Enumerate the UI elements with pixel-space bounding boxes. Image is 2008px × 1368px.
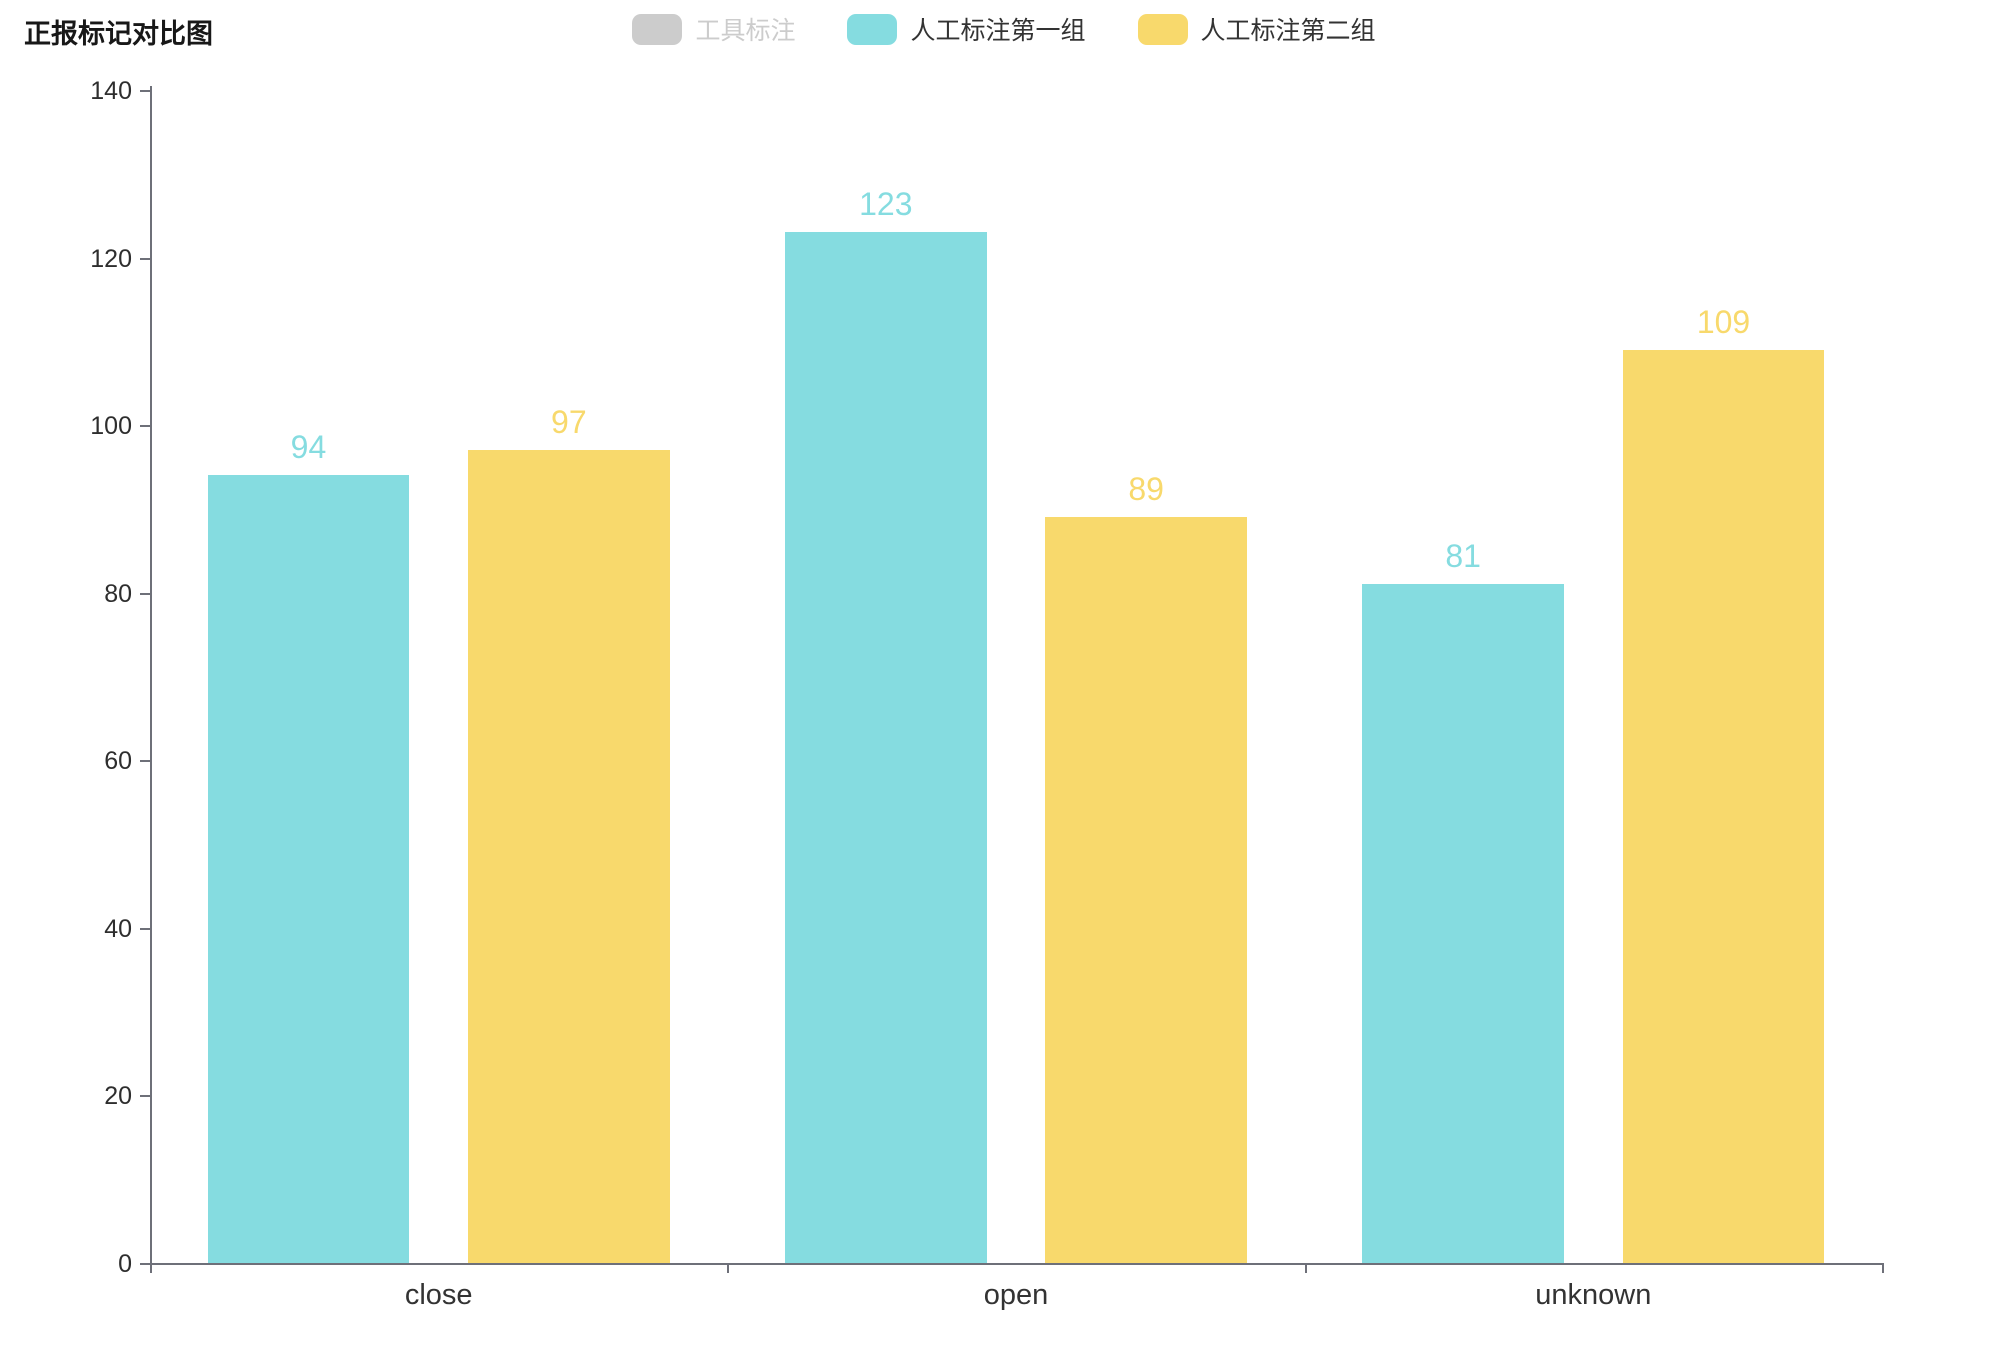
y-axis-label: 100 [90,412,132,441]
legend-swatch-icon [632,13,683,45]
y-axis-label: 140 [90,77,132,105]
y-axis-tick [140,1095,150,1098]
bar-value-label: 123 [859,186,913,223]
bar-人工标注第一组-unknown [1362,584,1564,1263]
x-axis-line [150,1263,1884,1265]
x-axis-tick [150,1265,152,1273]
x-axis-category-label: close [404,1279,473,1311]
legend: 工具标注 人工标注第一组 人工标注第二组 [0,8,2008,50]
legend-label: 工具标注 [695,17,796,45]
x-axis-tick [1304,1265,1307,1273]
legend-item-0[interactable]: 工具标注 [632,11,795,47]
chart-title: 正报标记对比图 [24,19,213,49]
x-axis-category-label: open [983,1279,1049,1311]
legend-label: 人工标注第一组 [910,17,1086,45]
bar-人工标注第二组-open [1045,517,1247,1263]
y-axis-tick [140,90,150,92]
y-axis-tick [140,1263,150,1265]
y-axis-tick [140,257,150,260]
y-axis-label: 60 [104,747,132,776]
bar-value-label: 109 [1696,303,1751,340]
legend-label: 人工标注第二组 [1200,17,1376,45]
y-axis-label: 0 [118,1250,132,1278]
y-axis-label: 80 [104,579,132,608]
legend-item-2[interactable]: 人工标注第二组 [1137,11,1376,47]
bar-人工标注第二组-close [468,450,670,1263]
x-axis-tick [1882,1265,1884,1273]
y-axis-tick [140,425,150,428]
bar-value-label: 94 [290,429,327,466]
y-axis-label: 20 [104,1082,132,1111]
bar-人工标注第二组-unknown [1622,349,1825,1263]
y-axis-tick [140,927,150,930]
legend-swatch-icon [847,13,898,45]
y-axis-label: 40 [104,914,132,943]
y-axis-tick [140,760,150,763]
bar-value-label: 97 [551,404,587,441]
bar-人工标注第一组-close [207,475,410,1263]
bar-value-label: 81 [1445,538,1481,575]
y-axis-label: 120 [90,244,132,273]
legend-item-1[interactable]: 人工标注第一组 [847,11,1086,47]
legend-swatch-icon [1137,13,1188,45]
bar-人工标注第一组-open [785,232,987,1263]
bar-value-label: 89 [1128,471,1164,508]
x-axis-tick [727,1265,730,1273]
x-axis-category-label: unknown [1535,1279,1652,1311]
y-axis-line [150,86,152,1265]
y-axis-tick [140,592,150,595]
